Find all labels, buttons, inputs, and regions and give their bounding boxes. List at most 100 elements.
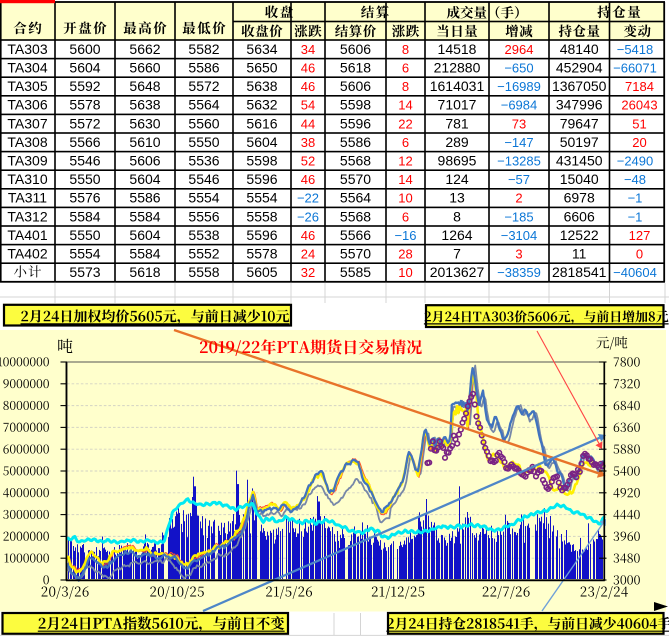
svg-text:5650: 5650	[246, 60, 277, 76]
svg-text:781: 781	[445, 115, 469, 131]
svg-text:0: 0	[636, 247, 643, 262]
svg-text:5566: 5566	[340, 227, 371, 243]
svg-text:24: 24	[301, 247, 315, 262]
svg-text:5568: 5568	[340, 208, 371, 224]
svg-text:5578: 5578	[69, 97, 100, 113]
svg-text:−16989: −16989	[497, 79, 541, 94]
svg-text:5570: 5570	[340, 246, 371, 262]
svg-text:5596: 5596	[340, 115, 371, 131]
svg-text:5554: 5554	[188, 190, 219, 206]
svg-text:−48: −48	[624, 172, 646, 187]
svg-text:26043: 26043	[621, 98, 657, 113]
svg-text:−3104: −3104	[501, 228, 538, 243]
svg-text:5550: 5550	[188, 134, 219, 150]
svg-text:5556: 5556	[188, 208, 219, 224]
svg-text:5604: 5604	[69, 60, 100, 76]
svg-text:79647: 79647	[560, 115, 599, 131]
svg-text:71017: 71017	[438, 97, 477, 113]
svg-text:124: 124	[445, 171, 469, 187]
svg-text:5566: 5566	[69, 134, 100, 150]
svg-text:44: 44	[301, 116, 315, 131]
svg-text:46: 46	[301, 79, 315, 94]
svg-text:5632: 5632	[246, 97, 277, 113]
svg-text:5576: 5576	[69, 190, 100, 206]
svg-text:−57: −57	[508, 172, 530, 187]
svg-text:5572: 5572	[188, 78, 219, 94]
svg-text:13: 13	[449, 190, 465, 206]
svg-text:−5418: −5418	[617, 42, 654, 57]
svg-text:5538: 5538	[188, 227, 219, 243]
svg-text:54: 54	[301, 98, 315, 113]
svg-text:−1: −1	[628, 191, 643, 206]
svg-text:2: 2	[515, 191, 522, 206]
svg-text:1367050: 1367050	[552, 78, 607, 94]
svg-text:5586: 5586	[129, 190, 160, 206]
svg-text:5660: 5660	[129, 60, 160, 76]
svg-text:11: 11	[572, 246, 587, 262]
svg-text:5573: 5573	[69, 264, 100, 280]
svg-text:28: 28	[398, 247, 412, 262]
svg-text:−26: −26	[297, 209, 319, 224]
svg-text:TA310: TA310	[7, 171, 47, 187]
svg-text:5584: 5584	[69, 208, 100, 224]
svg-text:5606: 5606	[340, 78, 371, 94]
svg-text:5606: 5606	[129, 153, 160, 169]
svg-text:−2490: −2490	[617, 154, 654, 169]
svg-text:5560: 5560	[188, 115, 219, 131]
svg-text:TA312: TA312	[7, 208, 47, 224]
svg-text:5554: 5554	[246, 190, 277, 206]
svg-text:7184: 7184	[625, 79, 654, 94]
svg-text:5568: 5568	[340, 153, 371, 169]
svg-text:−13285: −13285	[497, 154, 541, 169]
svg-text:10: 10	[398, 265, 412, 280]
svg-text:212880: 212880	[434, 60, 481, 76]
svg-text:TA303: TA303	[7, 41, 47, 57]
svg-text:3: 3	[515, 247, 522, 262]
svg-text:5582: 5582	[188, 41, 219, 57]
svg-text:5586: 5586	[340, 134, 371, 150]
svg-text:TA311: TA311	[8, 190, 47, 206]
svg-text:5638: 5638	[129, 97, 160, 113]
svg-text:12522: 12522	[560, 227, 599, 243]
svg-text:1614031: 1614031	[430, 78, 485, 94]
svg-text:TA401: TA401	[7, 227, 47, 243]
svg-text:452904: 452904	[556, 60, 603, 76]
svg-text:289: 289	[445, 134, 469, 150]
svg-text:73: 73	[512, 116, 526, 131]
svg-text:50197: 50197	[560, 134, 599, 150]
svg-text:−22: −22	[297, 191, 319, 206]
svg-text:−6984: −6984	[501, 98, 538, 113]
svg-text:5604: 5604	[129, 171, 160, 187]
svg-text:5546: 5546	[188, 171, 219, 187]
svg-text:12: 12	[398, 154, 412, 169]
svg-text:5618: 5618	[340, 60, 371, 76]
svg-text:5634: 5634	[246, 41, 277, 57]
svg-text:15040: 15040	[560, 171, 599, 187]
svg-text:5616: 5616	[246, 115, 277, 131]
svg-text:2013627: 2013627	[430, 264, 485, 280]
svg-text:6978: 6978	[564, 190, 595, 206]
svg-text:5572: 5572	[69, 115, 100, 131]
svg-text:5564: 5564	[188, 97, 219, 113]
svg-text:TA306: TA306	[7, 97, 47, 113]
svg-text:5596: 5596	[246, 171, 277, 187]
svg-text:8: 8	[453, 208, 461, 224]
svg-text:6: 6	[402, 135, 409, 150]
svg-text:−16: −16	[394, 228, 416, 243]
svg-text:5558: 5558	[188, 264, 219, 280]
svg-text:127: 127	[629, 228, 651, 243]
svg-text:−40604: −40604	[613, 265, 657, 280]
svg-text:TA307: TA307	[7, 115, 47, 131]
svg-text:22: 22	[398, 116, 412, 131]
svg-text:−147: −147	[504, 135, 533, 150]
svg-text:38: 38	[301, 135, 315, 150]
svg-text:5554: 5554	[69, 246, 100, 262]
svg-text:8: 8	[402, 42, 409, 57]
svg-text:5550: 5550	[69, 171, 100, 187]
svg-text:5536: 5536	[188, 153, 219, 169]
svg-text:5586: 5586	[188, 60, 219, 76]
svg-text:TA309: TA309	[7, 153, 47, 169]
svg-text:TA305: TA305	[7, 78, 47, 94]
svg-text:2818541: 2818541	[552, 264, 607, 280]
svg-text:52: 52	[301, 154, 315, 169]
